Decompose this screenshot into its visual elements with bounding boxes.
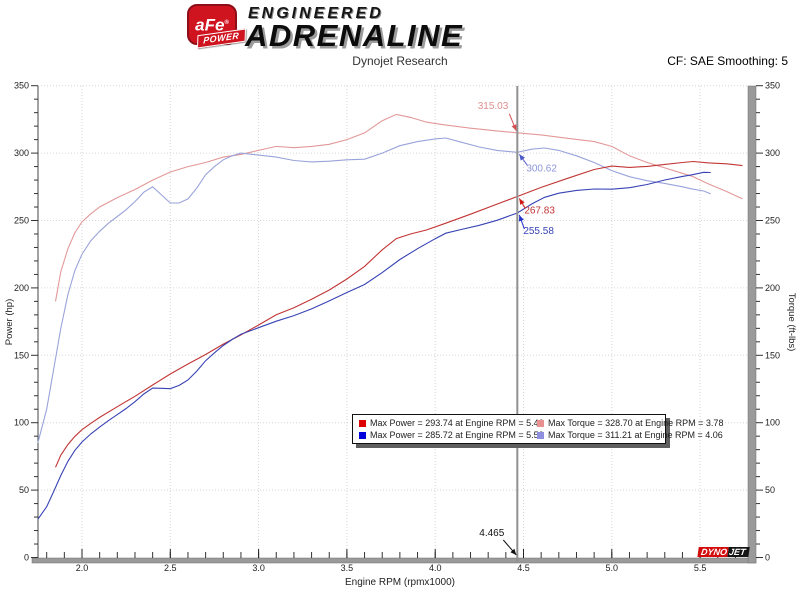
legend-entry-3: Max Torque = 311.21 at Engine RPM = 4.06 — [537, 429, 723, 441]
power-blue-readout-arrow-head — [518, 215, 524, 222]
dynojet-logo-dyno: DYNO — [697, 547, 729, 557]
y-left-tick-label: 100 — [14, 418, 29, 428]
y-left-tick-label: 50 — [19, 485, 29, 495]
power-red-curve — [55, 160, 743, 468]
y-left-tick-label: 150 — [14, 350, 29, 360]
y-axis-title-left: Power (hp) — [4, 299, 15, 345]
x-tick-label: 2.5 — [164, 563, 177, 573]
x-axis-title: Engine RPM (rpmx1000) — [345, 577, 455, 588]
x-tick-label: 4.5 — [517, 563, 530, 573]
torque-red-readout-arrow-head — [511, 124, 517, 131]
torque-blue-readout-arrow-head — [519, 154, 525, 161]
cursor-rpm-value: 4.465 — [479, 528, 504, 539]
y-axis-title-right: Torque (ft-lbs) — [786, 293, 797, 352]
legend-text: Max Power = 285.72 at Engine RPM = 5.52 — [370, 430, 544, 440]
legend-box[interactable]: Max Power = 293.74 at Engine RPM = 5.46 M… — [352, 414, 723, 444]
axes — [31, 85, 763, 564]
curves — [37, 113, 743, 520]
y-right-tick-label: 150 — [765, 350, 780, 360]
legend-swatch — [537, 419, 544, 427]
y-right-tick-label: 250 — [765, 216, 780, 226]
x-tick-label: 5.0 — [606, 563, 619, 573]
legend-entry-2: Max Power = 285.72 at Engine RPM = 5.52 — [359, 429, 544, 441]
y-left-tick-label: 200 — [14, 283, 29, 293]
dynojet-logo-jet: JET — [727, 547, 750, 557]
y-left-tick-label: 300 — [14, 148, 29, 158]
y-right-tick-label: 350 — [765, 81, 780, 91]
y-right-tick-label: 0 — [765, 553, 770, 563]
legend-swatch — [359, 431, 366, 439]
correction-factor-label: CF: SAE Smoothing: 5 — [667, 54, 788, 68]
power-blue-curve — [37, 171, 711, 520]
power-blue-readout-value: 255.58 — [523, 226, 554, 237]
legend-text: Max Power = 293.74 at Engine RPM = 5.46 — [370, 418, 544, 428]
legend-swatch — [359, 419, 366, 427]
chart-title: Dynojet Research — [352, 54, 448, 68]
afe-badge-text: aFe — [195, 15, 225, 35]
gridlines — [38, 85, 748, 558]
x-tick-label: 4.0 — [429, 563, 442, 573]
torque-red-readout-value: 315.03 — [478, 101, 509, 112]
y-right-tick-label: 100 — [765, 418, 780, 428]
bottom-axis-bar — [31, 557, 757, 564]
y-left-tick-label: 350 — [14, 81, 29, 91]
brand-line-adrenaline: ADRENALINE — [245, 18, 464, 53]
y-right-tick-label: 300 — [765, 148, 780, 158]
legend-swatch — [537, 431, 544, 439]
registered-mark: ® — [224, 20, 229, 26]
x-tick-label: 3.0 — [252, 563, 265, 573]
legend-text: Max Torque = 328.70 at Engine RPM = 3.78 — [548, 418, 724, 428]
power-red-readout-value: 267.83 — [524, 205, 555, 216]
legend-text: Max Torque = 311.21 at Engine RPM = 4.06 — [548, 430, 723, 440]
brand-line-engineered: ENGINEERED — [248, 5, 384, 22]
torque-blue-curve — [37, 137, 711, 444]
y-left-tick-label: 250 — [14, 216, 29, 226]
x-tick-label: 5.5 — [694, 563, 707, 573]
torque-red-curve — [54, 113, 743, 302]
torque-blue-readout-value: 300.62 — [526, 163, 557, 174]
x-tick-label: 2.0 — [76, 563, 89, 573]
y-right-tick-label: 50 — [765, 485, 775, 495]
x-tick-label: 3.5 — [341, 563, 354, 573]
legend-entry-0: Max Power = 293.74 at Engine RPM = 5.46 — [359, 417, 544, 429]
legend-entry-1: Max Torque = 328.70 at Engine RPM = 3.78 — [537, 417, 723, 429]
cursor-rpm-arrow-head — [510, 548, 517, 555]
dynojet-logo: DYNOJET — [697, 547, 750, 558]
y-left-tick-label: 0 — [24, 553, 29, 563]
y-right-tick-label: 200 — [765, 283, 780, 293]
power-red-readout-arrow-head — [519, 198, 525, 205]
right-axis-bar — [747, 85, 757, 564]
